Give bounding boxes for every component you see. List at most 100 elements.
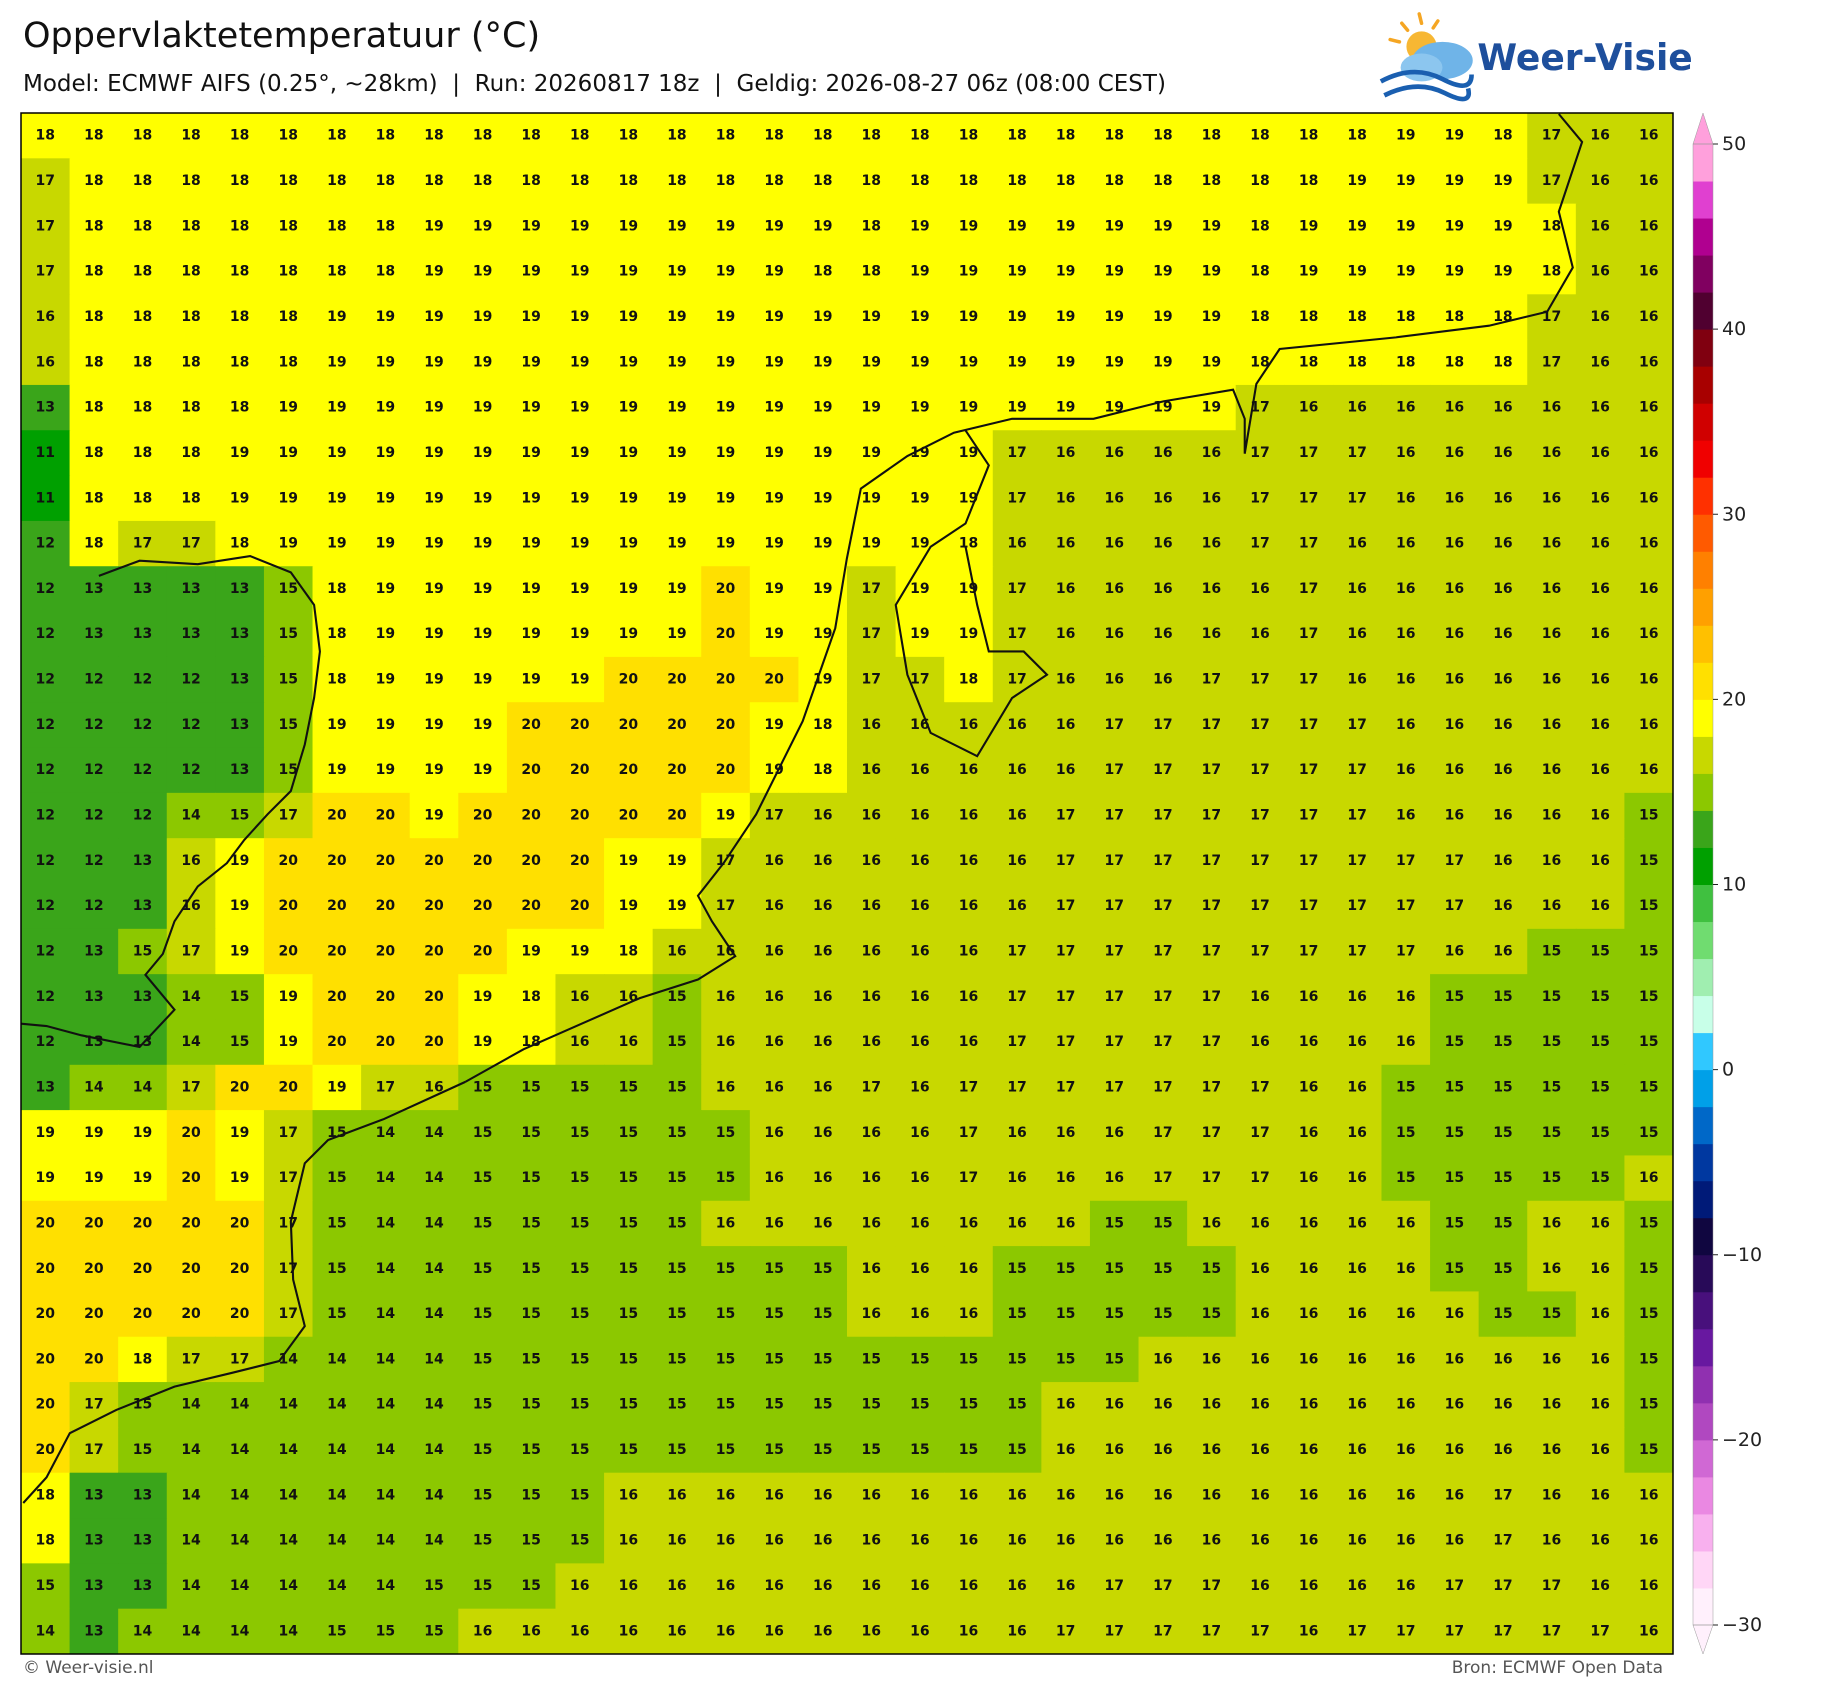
temp-cell: [1187, 1019, 1237, 1066]
temp-label: 20: [230, 1079, 250, 1095]
temp-label: 19: [667, 264, 686, 280]
temp-label: 15: [1590, 943, 1609, 959]
temp-cell: [1527, 566, 1577, 613]
temp-cell: [263, 113, 314, 159]
temp-cell: [312, 1336, 362, 1383]
temp-cell: [215, 1019, 265, 1066]
temp-label: 15: [36, 1578, 55, 1594]
temp-cell: [604, 611, 654, 658]
temp-label: 16: [910, 808, 929, 824]
temp-label: 16: [910, 853, 929, 869]
temp-label: 19: [619, 445, 638, 461]
temp-label: 17: [1250, 1125, 1269, 1141]
temp-cell: [1138, 792, 1188, 839]
temp-cell: [69, 883, 119, 930]
temp-cell: [992, 203, 1042, 250]
temp-cell: [409, 1518, 459, 1564]
temp-label: 15: [1007, 1351, 1026, 1367]
temp-label: 16: [910, 1034, 929, 1050]
temp-cell: [409, 792, 459, 839]
temp-label: 15: [1445, 1261, 1464, 1277]
temp-cell: [1430, 1336, 1480, 1383]
temp-label: 16: [862, 1533, 881, 1549]
temp-cell: [944, 158, 994, 205]
temp-cell: [1381, 1110, 1431, 1157]
temp-label: 16: [862, 1170, 881, 1186]
temp-cell: [749, 1336, 800, 1383]
temp-label: 16: [1153, 1351, 1172, 1367]
temp-cell: [1041, 1382, 1091, 1428]
temp-label: 19: [570, 400, 589, 416]
temp-cell: [1381, 747, 1431, 794]
temp-label: 19: [716, 309, 735, 325]
temp-label: 16: [1056, 1215, 1075, 1231]
credit: © Weer-visie.nl: [23, 1658, 153, 1678]
temp-cell: [1575, 656, 1626, 703]
temp-cell: [1478, 1608, 1528, 1654]
temp-cell: [215, 430, 265, 477]
temp-label: 17: [1445, 898, 1464, 914]
temp-cell: [312, 1064, 362, 1111]
temp-label: 18: [84, 173, 103, 189]
temp-cell: [604, 1155, 654, 1202]
temp-cell: [992, 1472, 1042, 1519]
temp-cell: [944, 430, 994, 477]
temp-cell: [749, 1064, 800, 1111]
temp-label: 19: [619, 898, 638, 914]
temp-label: 17: [278, 1125, 297, 1141]
temp-cell: [1041, 520, 1091, 567]
temp-label: 11: [36, 445, 55, 461]
temp-cell: [701, 1382, 751, 1428]
temp-label: 15: [910, 1351, 929, 1367]
temp-cell: [652, 248, 702, 295]
temp-label: 19: [1445, 218, 1464, 234]
temp-label: 19: [910, 264, 929, 280]
temp-label: 17: [1299, 581, 1318, 597]
temp-label: 18: [813, 717, 832, 733]
temp-cell: [847, 1427, 897, 1474]
temp-cell: [652, 1427, 702, 1474]
temp-cell: [847, 1246, 897, 1293]
temp-label: 19: [473, 536, 492, 552]
temp-label: 16: [764, 943, 783, 959]
temp-label: 17: [1347, 445, 1366, 461]
temp-cell: [798, 747, 848, 794]
temp-cell: [604, 520, 654, 567]
temp-cell: [409, 1427, 459, 1474]
temp-label: 15: [667, 1034, 686, 1050]
temp-cell: [1089, 1336, 1140, 1383]
temp-label: 16: [1007, 898, 1026, 914]
temp-label: 16: [1639, 218, 1658, 234]
temp-label: 19: [959, 445, 978, 461]
temp-label: 19: [376, 536, 395, 552]
temp-cell: [701, 520, 751, 567]
temp-label: 16: [1445, 1533, 1464, 1549]
temp-label: 12: [36, 898, 55, 914]
temp-label: 20: [181, 1125, 201, 1141]
temp-label: 16: [813, 1533, 832, 1549]
logo: Weer-Visie: [1379, 12, 1693, 102]
temp-cell: [1478, 520, 1528, 567]
temp-cell: [506, 1563, 557, 1610]
temp-label: 16: [1202, 536, 1221, 552]
temp-label: 12: [84, 762, 103, 778]
temp-cell: [458, 1472, 508, 1519]
temp-label: 17: [84, 1442, 103, 1458]
temp-label: 16: [1153, 490, 1172, 506]
temp-label: 14: [181, 1442, 201, 1458]
temp-cell: [847, 974, 897, 1021]
temp-label: 13: [181, 626, 200, 642]
temp-label: 19: [1202, 354, 1221, 370]
temp-label: 15: [619, 1125, 638, 1141]
temp-cell: [1284, 1291, 1334, 1338]
temp-label: 16: [1299, 1306, 1318, 1322]
temp-cell: [458, 1382, 508, 1428]
temp-cell: [69, 1200, 119, 1247]
temp-label: 15: [521, 1079, 540, 1095]
temp-label: 17: [1202, 853, 1221, 869]
temp-cell: [847, 1382, 897, 1428]
temp-cell: [1381, 1472, 1431, 1519]
temp-cell: [604, 384, 654, 431]
temp-cell: [21, 974, 71, 1021]
temp-label: 15: [278, 762, 297, 778]
